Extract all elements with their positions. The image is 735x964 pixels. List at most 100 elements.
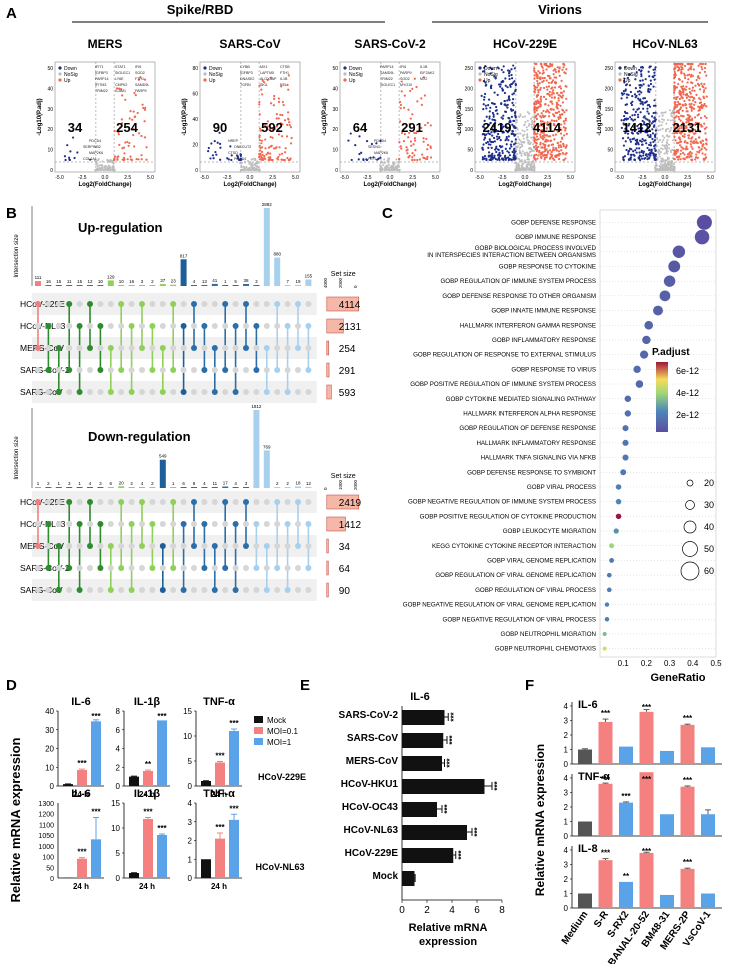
volcano-point	[634, 110, 637, 113]
volcano-point	[667, 162, 670, 165]
volcano-point	[648, 152, 652, 155]
xtick-label: -2.5	[638, 175, 647, 181]
volcano-point	[555, 105, 558, 108]
volcano-point	[277, 117, 280, 120]
go-dot	[663, 275, 676, 287]
volcano-point	[532, 143, 535, 146]
volcano-point	[559, 144, 562, 147]
volcano-point	[511, 101, 514, 105]
volcano-point	[213, 140, 216, 143]
volcano-point	[695, 93, 698, 96]
volcano-point	[523, 141, 526, 144]
intersection-bar	[201, 487, 208, 488]
volcano-point	[705, 116, 708, 119]
down-count: 34	[68, 120, 83, 135]
panel-letter-c: C	[382, 205, 393, 222]
volcano-point	[534, 144, 538, 147]
intersection-dot	[35, 345, 41, 351]
volcano-point	[226, 157, 229, 160]
intersection-dot	[87, 587, 93, 593]
go-term-label: GOBP NEGATIVE REGULATION OF VIRAL PROCES…	[443, 616, 596, 623]
volcano-point	[522, 134, 525, 137]
intersection-value: 1	[172, 481, 175, 486]
y-tick-label: 0	[50, 876, 54, 883]
volcano-point	[673, 132, 676, 135]
volcano-point	[385, 167, 388, 170]
intersection-value: 1	[78, 481, 81, 486]
volcano-point	[120, 118, 123, 121]
go-term-label: GOBP VIRAL GENOME REPLICATION	[487, 557, 596, 564]
volcano-point	[413, 131, 416, 135]
volcano-point	[655, 127, 658, 130]
intersection-bar	[159, 459, 166, 488]
volcano-point	[545, 79, 548, 82]
volcano-point	[700, 107, 704, 110]
intersection-dot	[139, 499, 145, 505]
legend-label: Down	[64, 66, 77, 72]
volcano-point	[134, 94, 137, 97]
volcano-point	[426, 148, 429, 151]
intersection-dot	[35, 301, 41, 307]
volcano-point	[631, 95, 634, 98]
volcano-point	[487, 129, 490, 133]
intersection-dot	[274, 389, 281, 395]
ytick-label: 100	[465, 127, 474, 133]
volcano-point	[683, 133, 686, 136]
volcano-point	[527, 142, 530, 145]
intersection-value: 10	[119, 279, 125, 284]
intersection-dot	[263, 323, 270, 329]
volcano-point	[508, 69, 511, 73]
sig-label: ***	[601, 709, 611, 718]
intersection-dot	[55, 367, 62, 373]
legend-label: Up	[624, 78, 631, 84]
volcano-point	[685, 118, 688, 121]
volcano-point	[630, 131, 633, 134]
go-dot	[694, 229, 710, 245]
volcano-point	[133, 145, 136, 148]
volcano-point	[536, 99, 539, 102]
go-dot	[606, 572, 612, 578]
volcano-point	[696, 141, 699, 145]
volcano-point	[491, 125, 494, 128]
intersection-dot	[45, 543, 52, 549]
panel-f-title: IL-6	[578, 699, 598, 711]
bar	[639, 711, 654, 764]
volcano-point	[239, 161, 242, 164]
legend-label: Down	[624, 66, 637, 72]
volcano-point	[510, 68, 513, 71]
volcano-point	[214, 150, 217, 154]
volcano-point	[623, 92, 626, 95]
x-tick-label: 4	[449, 905, 455, 916]
legend-swatch	[254, 716, 263, 723]
intersection-dot	[243, 345, 249, 351]
volcano-point	[546, 121, 549, 124]
intersection-dot	[170, 565, 177, 571]
volcano-point	[113, 129, 116, 133]
volcano-point	[657, 119, 660, 122]
volcano-point	[514, 168, 517, 171]
volcano-point	[123, 152, 126, 155]
volcano-point	[524, 153, 527, 156]
intersection-dot	[263, 345, 270, 351]
volcano-point	[653, 71, 656, 74]
volcano-point	[699, 62, 703, 66]
volcano-point	[531, 121, 534, 124]
x-tick-label: 2	[424, 905, 430, 916]
volcano-point	[523, 161, 526, 164]
volcano-point	[634, 87, 637, 90]
volcano-point	[519, 139, 522, 142]
gene-label: PDCD4	[234, 157, 246, 161]
volcano-point	[510, 82, 513, 86]
bar	[229, 819, 239, 878]
volcano-point	[380, 160, 383, 163]
intersection-bar	[139, 285, 145, 286]
volcano-point	[564, 117, 567, 120]
volcano-point	[527, 124, 530, 127]
volcano-point	[697, 84, 701, 87]
volcano-point	[678, 97, 681, 101]
padj-colorbar	[656, 362, 668, 432]
volcano-point	[379, 164, 382, 167]
volcano-point	[258, 100, 261, 104]
volcano-point	[703, 82, 706, 86]
volcano-point	[481, 158, 484, 161]
